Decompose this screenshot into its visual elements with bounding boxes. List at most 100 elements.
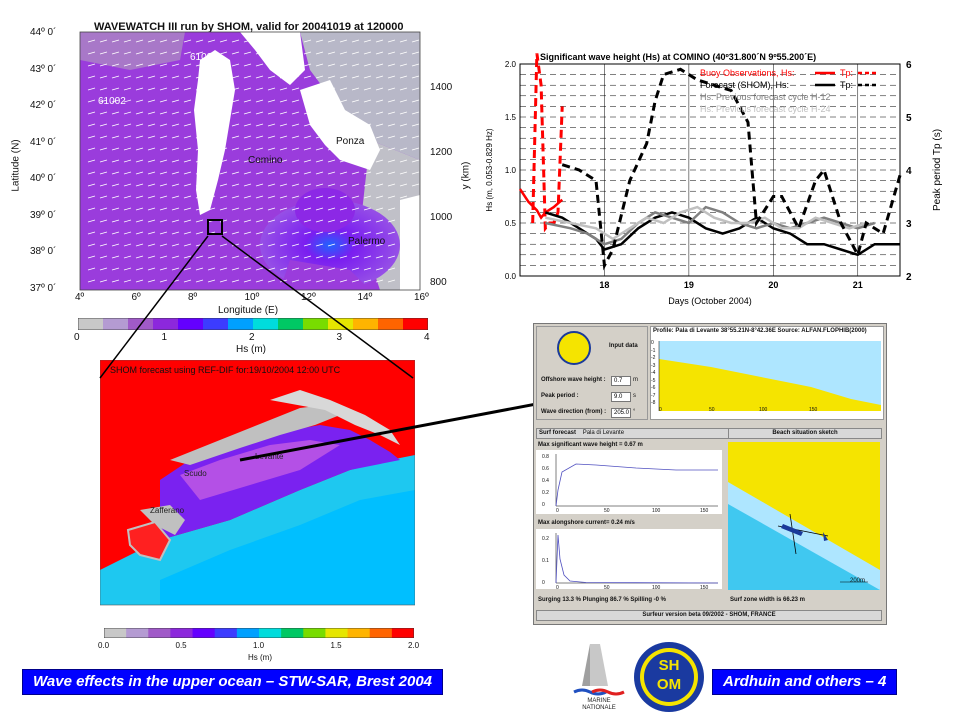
shom-logo-small — [557, 331, 591, 365]
site-name: Pala di Levante — [582, 430, 625, 436]
longitude-tick-label: 14º — [357, 292, 373, 303]
current-y-tick: 0.1 — [542, 558, 549, 564]
series-line — [531, 53, 564, 233]
footer-right-banner: Ardhuin and others – 4 — [712, 669, 898, 695]
wave-x-tick: 0 — [556, 508, 559, 514]
current-x-tick: 0 — [556, 585, 559, 591]
wave-direction-unit: ° — [633, 409, 636, 415]
latitude-tick-label: 37º 0´ — [30, 282, 57, 294]
profile-y-tick: -2 — [651, 355, 656, 361]
beach-sketch-label: Beach situation sketch — [772, 430, 838, 436]
shom-logo-top-text: SH — [658, 657, 680, 674]
latitude-tick-label: 42º 0´ — [30, 100, 57, 111]
offshore-wave-label: Offshore wave height : — [541, 377, 606, 383]
colorbar-swatch — [228, 318, 254, 330]
shom-logo-bottom-text: OM — [656, 676, 682, 693]
place-label-zafferano: Zafferano — [150, 506, 185, 515]
legend-entry: Hs: Previous forecast cycle H-24 — [700, 104, 831, 114]
y-tick-label: 0.5 — [505, 219, 517, 228]
top-colorbar-tick: 2 — [249, 332, 255, 343]
top-map-title: WAVEWATCH III run by SHOM, valid for 200… — [94, 21, 404, 33]
profile-y-tick: -6 — [651, 385, 656, 391]
profile-x-tick: 100 — [759, 407, 768, 413]
shom-logo: SH OM — [634, 642, 704, 712]
colorbar-swatch — [103, 318, 129, 330]
longitude-tick-label: 4º — [75, 292, 85, 303]
profile-y-tick: -1 — [651, 347, 656, 354]
profile-x-tick: 50 — [709, 407, 715, 413]
wave-y-tick: 0 — [542, 502, 545, 508]
bottom-colorbar — [104, 628, 414, 638]
latitude-tick-label: 40º 0´ — [30, 173, 57, 184]
longitude-axis-label: Longitude (E) — [218, 305, 279, 316]
place-label-palermo: Palermo — [348, 236, 386, 247]
wave-y-tick: 0.6 — [542, 466, 549, 472]
legend-entry: Tp: — [840, 80, 853, 90]
colorbar-swatch — [214, 628, 238, 638]
chart-title: Significant wave height (Hs) at COMINO (… — [540, 52, 816, 62]
y-tick-label: 1.0 — [505, 166, 517, 175]
profile-y-tick: -3 — [651, 362, 656, 369]
y-tick-label: 2.0 — [505, 60, 517, 69]
offshore-wave-field[interactable]: 0.7 — [611, 376, 631, 386]
wave-direction-label: Wave direction (from) : — [541, 409, 607, 415]
peak-period-unit: s — [633, 393, 636, 399]
colorbar-swatch — [148, 628, 171, 638]
version-text: Surfeur version beta 09/2002 - SHOM, FRA… — [642, 612, 776, 618]
colorbar-swatch — [369, 628, 393, 638]
latitude-tick-label: 39º 0´ — [30, 209, 57, 221]
y-tick-label: 1.5 — [505, 113, 517, 122]
bottom-colorbar-tick: 0.5 — [175, 641, 187, 650]
wave-y-tick: 0.8 — [542, 454, 549, 460]
y-tick-label: 0.0 — [505, 272, 517, 281]
y-axis-label: Hs (m, 0.053-0.829 Hz) — [485, 128, 494, 211]
colorbar-swatch — [281, 628, 304, 638]
colorbar-swatch — [278, 318, 304, 330]
peak-period-field[interactable]: 9.0 — [611, 392, 631, 402]
place-label-comino: Comino — [248, 155, 283, 166]
surfeur-panel: Input data Offshore wave height : 0.7 m … — [533, 323, 887, 625]
colorbar-swatch — [347, 628, 371, 638]
profile-y-tick: -8 — [651, 400, 656, 406]
y2-tick-label: 4 — [906, 166, 912, 177]
wave-height-profile-plot — [536, 450, 722, 514]
current-x-tick: 150 — [700, 585, 709, 591]
top-colorbar-tick: 4 — [424, 332, 430, 343]
input-data-box: Input data Offshore wave height : 0.7 m … — [536, 326, 648, 420]
colorbar-swatch — [153, 318, 179, 330]
wave-x-tick: 50 — [604, 508, 610, 514]
y2-tick-label: 3 — [906, 219, 912, 230]
place-label-ponza: Ponza — [336, 136, 365, 147]
bottom-map — [100, 360, 415, 606]
current-x-tick: 100 — [652, 585, 661, 591]
current-x-tick: 50 — [604, 585, 610, 591]
longitude-tick-label: 10º — [244, 292, 260, 303]
latitude-tick-label: 44º 0´ — [30, 27, 57, 38]
series-line — [544, 211, 900, 257]
bottom-map-title: SHOM forecast using REF-DIF for:19/10/20… — [110, 365, 341, 375]
colorbar-swatch — [192, 628, 216, 638]
surf-forecast-label: Surf forecast — [539, 430, 577, 436]
marine-nationale-logo — [573, 644, 625, 696]
breaking-stats: Surging 13.3 % Plunging 86.7 % Spilling … — [538, 597, 667, 603]
wave-direction-field[interactable]: 205.0 — [611, 408, 631, 418]
footer-left-banner: Wave effects in the upper ocean – STW-SA… — [22, 669, 444, 695]
current-profile-plot — [536, 529, 722, 589]
beach-sketch — [728, 442, 880, 590]
legend-entry: Buoy Observations, Hs: — [700, 68, 795, 78]
input-data-label: Input data — [609, 343, 638, 349]
top-colorbar-label: Hs (m) — [236, 344, 266, 355]
wave-x-tick: 100 — [652, 508, 661, 514]
colorbar-swatch — [104, 628, 127, 638]
latitude-tick-label: 38º 0´ — [30, 246, 57, 257]
colorbar-swatch — [378, 318, 404, 330]
colorbar-swatch — [178, 318, 204, 330]
place-label-61001: 61001 — [190, 52, 218, 63]
surf-zone-width: Surf zone width is 66.23 m — [730, 597, 806, 603]
wave-x-tick: 150 — [700, 508, 709, 514]
profile-title: Profile: Pala di Levante 38°55.21N-8°42.… — [653, 328, 867, 334]
wave-y-tick: 0.4 — [542, 478, 549, 484]
longitude-tick-label: 16º — [414, 292, 429, 303]
y-km-tick-label: 1400 — [430, 82, 453, 93]
series-line — [561, 67, 902, 271]
